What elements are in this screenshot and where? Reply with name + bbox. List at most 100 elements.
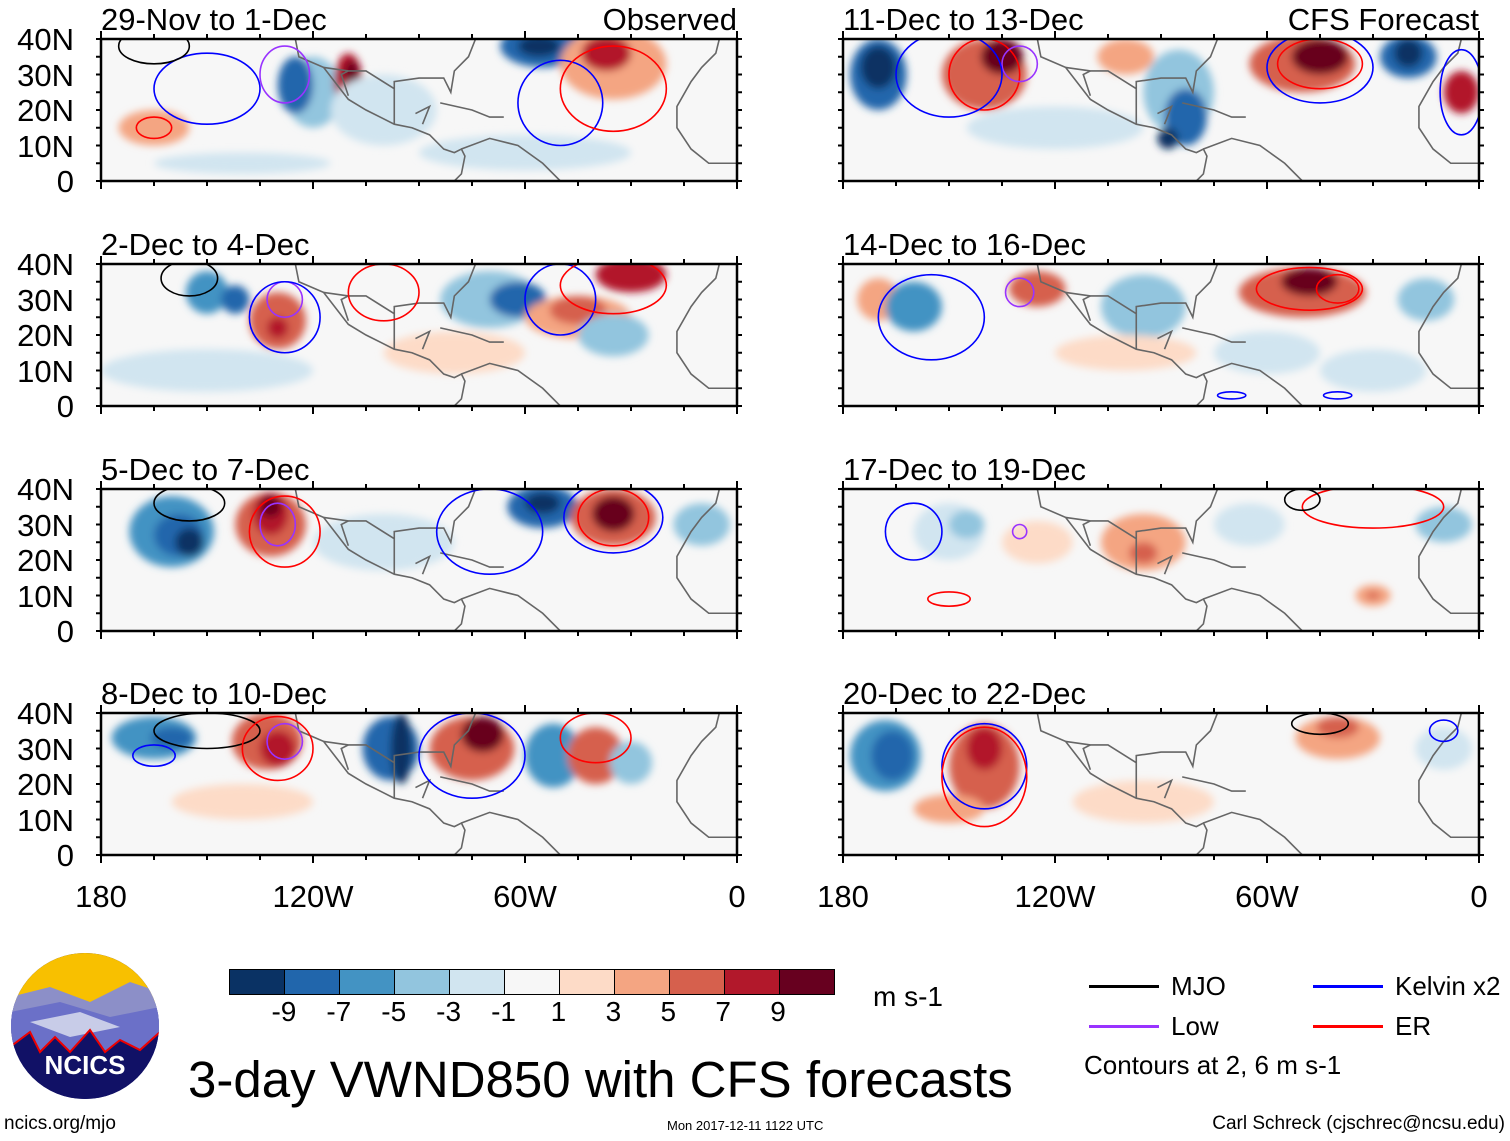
wave-contour [559, 45, 668, 133]
anomaly-shading [885, 281, 942, 332]
ncics-logo: NCICS [11, 953, 159, 1099]
coastline [1418, 713, 1479, 839]
wave-contour [435, 489, 544, 575]
colorbar-swatch [449, 970, 504, 994]
panel-title: 5-Dec to 7-Dec [101, 452, 310, 487]
coastline [294, 39, 466, 181]
y-tick-label: 40N [17, 696, 74, 731]
anomaly-shading [1281, 267, 1338, 296]
panel-title: 29-Nov to 1-Dec [101, 2, 327, 37]
y-tick-label: 10N [17, 578, 74, 614]
coastline [340, 70, 350, 97]
anomaly-shading [949, 510, 985, 539]
legend-note: Contours at 2, 6 m s-1 [1084, 1050, 1342, 1080]
coastline [1182, 776, 1246, 792]
coastline [461, 811, 561, 855]
y-tick-label: 20N [17, 543, 74, 578]
y-tick-label: 0 [56, 838, 74, 873]
wave-contour [131, 744, 177, 768]
y-tick-label: 10N [17, 128, 74, 164]
anomaly-shading [1397, 278, 1455, 321]
x-tick-label: 0 [728, 879, 746, 914]
coastline [1203, 362, 1303, 406]
y-tick-label: 30N [17, 57, 74, 93]
anomaly-shading [221, 285, 250, 314]
legend-label: Low [1171, 1011, 1219, 1041]
wave-contour [559, 713, 632, 764]
coastline [1082, 70, 1092, 97]
colorbar-label: 9 [770, 996, 786, 1027]
forecast-label: CFS Forecast [1287, 2, 1479, 37]
anomaly-shading [913, 794, 985, 824]
panel-title: 11-Dec to 13-Dec [843, 2, 1084, 37]
coastline [415, 104, 432, 125]
map-plot [838, 705, 1484, 863]
wave-contour [524, 264, 597, 336]
site-url[interactable]: ncics.org/mjo [4, 1113, 116, 1134]
coastline [393, 489, 477, 575]
anomaly-shading [260, 730, 296, 767]
coastline [1157, 104, 1174, 125]
legend-swatch [1089, 985, 1159, 988]
x-tick-label: 120W [1014, 879, 1096, 914]
anomaly-shading [525, 723, 582, 788]
colorbar-units: m s-1 [873, 981, 943, 1012]
colorbar [229, 969, 835, 995]
anomaly-shading [673, 503, 730, 546]
wave-contour [1301, 489, 1445, 529]
anomaly-shading [1394, 39, 1423, 68]
anomaly-shading [1002, 520, 1073, 564]
wave-contour [241, 715, 314, 782]
coastline [1157, 778, 1174, 799]
wave-contour [1439, 48, 1479, 136]
coastline [1135, 39, 1219, 125]
coastline [461, 362, 561, 406]
anomaly-shading [966, 727, 1002, 770]
x-tick-label: 180 [817, 879, 869, 914]
wave-contour [248, 280, 321, 354]
map-plot [96, 256, 742, 414]
wave-contour [1283, 489, 1321, 512]
coastline [1157, 554, 1174, 575]
colorbar-label: 7 [715, 996, 731, 1027]
coastline [461, 137, 561, 181]
coastline [1036, 39, 1208, 181]
coastline [294, 264, 466, 406]
coastline [440, 102, 504, 118]
x-tick-label: 180 [75, 879, 127, 914]
anomaly-shading [1443, 70, 1479, 114]
coastline [676, 713, 737, 839]
colorbar-label: 1 [550, 996, 567, 1027]
anomaly-shading [1055, 335, 1197, 371]
y-tick-label: 30N [17, 731, 74, 767]
wave-contour [160, 264, 219, 297]
coastline [1065, 740, 1137, 764]
map-plot [96, 481, 742, 639]
coastline [440, 776, 504, 792]
map-plot [838, 481, 1484, 639]
wave-contour [1255, 266, 1364, 311]
panel-title: 20-Dec to 22-Dec [843, 676, 1086, 711]
map-plot [96, 705, 742, 863]
coastline [393, 264, 477, 350]
anomaly-shading [175, 528, 204, 557]
colorbar-label: -9 [271, 996, 297, 1027]
y-tick-label: 10N [17, 353, 74, 389]
coastline [1082, 520, 1092, 547]
anomaly-shading [1365, 591, 1381, 600]
coastline [323, 66, 395, 90]
wave-contour [884, 502, 943, 561]
map-plot [838, 31, 1484, 189]
legend-label: MJO [1171, 971, 1226, 1001]
anomaly-shading [313, 513, 455, 571]
coastline [676, 39, 737, 165]
anomaly-shading [267, 317, 289, 339]
anomaly-shading [595, 264, 667, 293]
anomaly-shading [567, 727, 624, 784]
y-tick-label: 20N [17, 318, 74, 353]
wave-contour [927, 591, 972, 607]
wave-contour [153, 52, 261, 126]
coastline [393, 713, 477, 799]
map-plot [96, 31, 742, 189]
colorbar-swatch [230, 970, 284, 994]
